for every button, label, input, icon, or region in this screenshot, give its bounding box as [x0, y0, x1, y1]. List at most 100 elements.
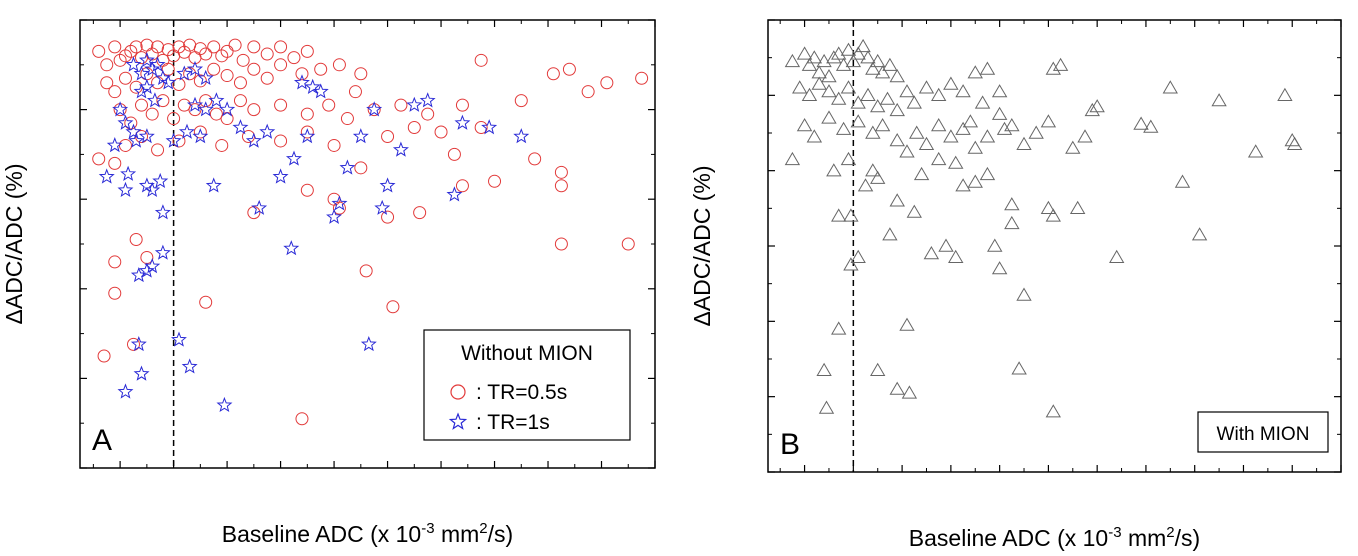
- data-point-circle: [635, 71, 649, 85]
- data-point-star: [138, 128, 155, 144]
- data-point-star: [181, 358, 198, 374]
- data-point-circle: [260, 47, 274, 61]
- data-point-triangle: [938, 238, 954, 252]
- data-point-circle: [300, 44, 314, 58]
- data-point-circle: [514, 94, 528, 108]
- data-point-triangle: [931, 87, 947, 101]
- data-point-circle: [220, 44, 234, 58]
- data-point-circle: [172, 78, 186, 92]
- data-point-star: [133, 65, 150, 81]
- data-point-circle: [327, 138, 341, 152]
- data-point-triangle: [913, 166, 930, 181]
- data-point-triangle: [870, 99, 886, 113]
- data-point-triangle: [1284, 133, 1300, 147]
- legend-entry: : TR=0.5s: [476, 381, 567, 404]
- data-point-circle: [209, 107, 223, 121]
- data-point-star: [219, 101, 236, 117]
- data-point-triangle: [1004, 215, 1020, 230]
- data-point-circle: [220, 69, 234, 83]
- data-point-triangle: [906, 204, 922, 218]
- data-point-triangle: [1077, 129, 1093, 143]
- data-point-circle: [381, 129, 395, 143]
- data-point-star: [272, 168, 289, 184]
- data-point-circle: [247, 40, 261, 54]
- data-point-circle: [97, 349, 111, 363]
- data-point-star: [128, 132, 145, 148]
- data-point-star: [125, 56, 142, 72]
- data-point-circle: [407, 121, 421, 135]
- data-point-circle: [193, 74, 207, 88]
- data-point-circle: [300, 183, 314, 197]
- data-point-star: [299, 128, 316, 144]
- data-point-circle: [274, 58, 288, 72]
- data-point-star: [205, 177, 222, 193]
- x-axis-label-part: mm: [435, 521, 480, 547]
- data-point-circle: [108, 156, 122, 170]
- data-point-triangle: [931, 151, 947, 166]
- data-point-star: [165, 132, 182, 148]
- data-point-circle: [199, 295, 213, 309]
- data-point-triangle: [901, 385, 918, 399]
- data-point-triangle: [806, 50, 823, 64]
- data-point-star: [406, 96, 423, 112]
- data-point-star: [178, 123, 195, 139]
- data-point-star: [360, 336, 377, 352]
- data-point-circle: [108, 85, 122, 99]
- data-point-triangle: [821, 110, 837, 124]
- data-point-circle: [554, 237, 568, 251]
- data-point-circle: [228, 38, 242, 52]
- data-point-triangle: [889, 102, 905, 117]
- data-point-triangle: [840, 42, 857, 56]
- x-axis-label-part: /s): [488, 521, 514, 547]
- data-point-circle: [300, 107, 314, 121]
- data-point-star: [160, 74, 177, 90]
- data-point-star: [352, 128, 369, 144]
- data-point-triangle: [1109, 249, 1125, 263]
- data-point-triangle: [816, 362, 832, 376]
- data-point-circle: [581, 85, 595, 99]
- data-point-triangle: [792, 80, 808, 94]
- data-point-star: [192, 128, 209, 144]
- data-point-triangle: [1045, 61, 1061, 75]
- data-point-circle: [215, 49, 229, 63]
- data-point-triangle: [860, 87, 876, 101]
- data-point-circle: [247, 103, 261, 117]
- data-point-star: [146, 92, 163, 108]
- data-point-star: [154, 204, 171, 220]
- data-point-circle: [554, 179, 568, 193]
- data-point-triangle: [874, 65, 891, 79]
- data-point-triangle: [931, 118, 947, 132]
- legend-title: Without MION: [461, 342, 593, 365]
- data-point-circle: [340, 112, 354, 126]
- data-point-star: [112, 101, 129, 117]
- data-point-triangle: [906, 95, 922, 109]
- data-point-triangle: [1143, 119, 1159, 133]
- data-point-triangle: [870, 362, 886, 376]
- data-point-triangle: [821, 69, 837, 83]
- data-point-circle: [332, 58, 346, 72]
- data-point-triangle: [865, 125, 881, 139]
- data-point-triangle: [801, 87, 818, 101]
- data-point-circle: [118, 49, 132, 63]
- data-point-star: [186, 96, 204, 112]
- data-point-circle: [247, 206, 261, 220]
- data-point-triangle: [991, 106, 1008, 120]
- data-point-circle: [474, 53, 488, 67]
- data-point-triangle: [857, 178, 874, 192]
- data-point-star: [446, 186, 463, 202]
- data-point-star: [144, 181, 161, 198]
- data-point-triangle: [979, 129, 996, 143]
- data-point-star: [419, 92, 436, 108]
- data-point-triangle: [1286, 136, 1303, 150]
- x-axis-label-part: Baseline ADC (x 10: [222, 521, 421, 547]
- data-point-circle: [135, 98, 149, 112]
- data-point-triangle: [1016, 287, 1032, 301]
- data-point-triangle: [1084, 102, 1100, 117]
- data-point-star: [283, 240, 300, 256]
- data-point-triangle: [826, 50, 842, 64]
- data-point-star: [186, 60, 204, 76]
- data-point-circle: [332, 201, 346, 215]
- panel-label: A: [92, 424, 112, 457]
- data-point-triangle: [801, 57, 818, 71]
- data-point-triangle: [1004, 118, 1020, 132]
